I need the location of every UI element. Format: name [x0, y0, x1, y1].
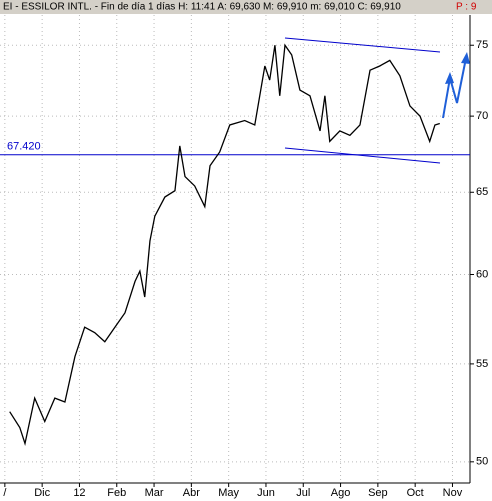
y-tick-label: 75: [476, 39, 488, 51]
y-tick-label: 70: [476, 110, 488, 122]
x-tick-label: Feb: [107, 487, 126, 499]
y-tick-label: 65: [476, 186, 488, 198]
x-tick-label: Ago: [331, 487, 351, 499]
title-bar: [0, 0, 492, 14]
x-tick-label: /: [3, 487, 7, 499]
x-tick-label: Sep: [368, 487, 388, 499]
projection-arrow: [442, 57, 467, 119]
y-tick-label: 50: [476, 456, 488, 468]
x-tick-label: Jul: [296, 487, 310, 499]
reference-label: 67.420: [7, 141, 41, 153]
trend-line: [284, 147, 441, 164]
price-line: [9, 43, 440, 446]
plot-area: [0, 15, 470, 483]
x-tick-label: Abr: [183, 487, 200, 499]
indicator: P : 9: [456, 2, 477, 13]
y-tick-label: 60: [476, 268, 488, 280]
x-tick-label: Dic: [34, 487, 50, 499]
x-tick-label: Oct: [407, 487, 424, 499]
x-tick-label: Mar: [145, 487, 164, 499]
x-tick-label: 12: [73, 487, 85, 499]
arrow-head: [461, 52, 470, 64]
x-tick-label: Nov: [443, 487, 463, 499]
arrow-head: [445, 72, 454, 84]
y-tick-label: 55: [476, 358, 488, 370]
trend-line: [284, 37, 441, 53]
chart-title: EI - ESSILOR INTL. - Fin de día 1 días H…: [3, 2, 401, 13]
x-tick-label: Jun: [257, 487, 275, 499]
x-tick-label: May: [218, 487, 239, 499]
